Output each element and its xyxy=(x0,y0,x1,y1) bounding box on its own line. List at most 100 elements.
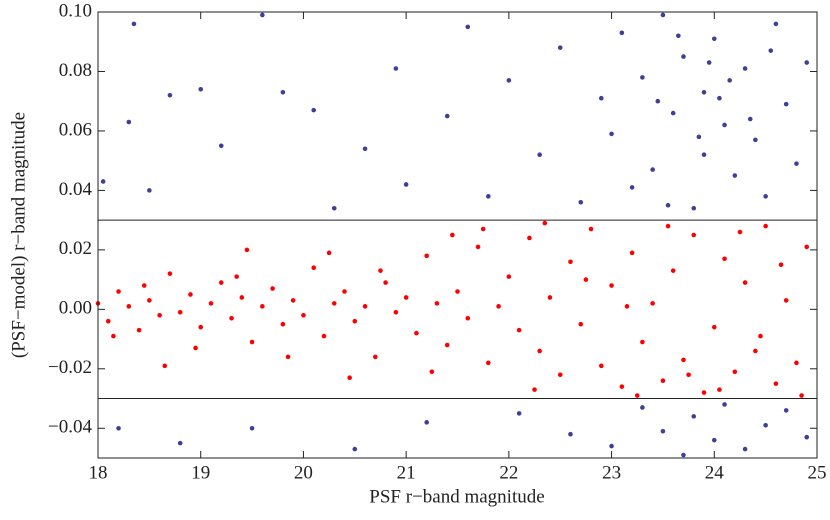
point xyxy=(727,78,732,83)
y-tick-label: 0.02 xyxy=(59,238,92,259)
point xyxy=(111,333,116,339)
x-tick-label: 21 xyxy=(397,462,416,483)
point xyxy=(568,431,573,437)
point xyxy=(737,229,743,235)
point xyxy=(660,12,666,18)
point xyxy=(506,78,512,83)
point xyxy=(634,393,640,398)
point xyxy=(527,235,532,241)
x-tick-label: 18 xyxy=(89,462,108,483)
point xyxy=(147,298,152,303)
point xyxy=(450,232,455,238)
point xyxy=(578,199,584,205)
y-tick-label: 0.00 xyxy=(59,298,92,319)
point xyxy=(280,89,286,95)
point xyxy=(804,244,810,250)
point xyxy=(691,232,697,238)
point xyxy=(147,188,152,193)
point xyxy=(650,301,655,306)
y-tick-label: −0.04 xyxy=(48,417,92,438)
point xyxy=(162,363,168,369)
point xyxy=(444,113,450,119)
point xyxy=(249,339,255,345)
point xyxy=(383,280,388,285)
point xyxy=(794,360,799,366)
point xyxy=(742,66,748,71)
x-tick-label: 20 xyxy=(294,462,313,483)
point xyxy=(362,146,368,152)
point xyxy=(208,301,214,306)
point xyxy=(475,244,481,250)
point xyxy=(100,179,106,184)
point xyxy=(141,283,147,288)
point xyxy=(218,143,224,149)
point xyxy=(583,277,589,282)
point xyxy=(640,75,645,80)
point xyxy=(701,390,707,395)
x-tick-label: 22 xyxy=(499,462,518,483)
x-tick-label: 19 xyxy=(191,462,210,483)
point xyxy=(732,369,738,375)
point xyxy=(414,330,419,336)
point xyxy=(537,152,542,158)
point xyxy=(660,428,666,434)
point xyxy=(532,387,537,392)
point xyxy=(444,342,450,348)
point xyxy=(701,89,707,95)
point xyxy=(665,202,671,208)
point xyxy=(249,425,255,431)
point xyxy=(773,381,779,386)
point xyxy=(676,33,681,39)
y-tick-label: 0.04 xyxy=(59,179,93,200)
point xyxy=(373,354,378,360)
point xyxy=(717,387,722,392)
point xyxy=(229,315,234,321)
point xyxy=(157,312,162,318)
point xyxy=(496,304,501,309)
y-axis-label: (PSF−model) r−band magnitude xyxy=(8,112,29,358)
point xyxy=(193,345,198,351)
point xyxy=(403,295,409,300)
point xyxy=(768,48,774,53)
point xyxy=(629,250,635,256)
point xyxy=(116,425,121,431)
point xyxy=(290,298,296,303)
point xyxy=(177,310,183,315)
point xyxy=(794,161,799,166)
point xyxy=(665,223,671,229)
point xyxy=(326,250,332,256)
point xyxy=(126,119,132,125)
point xyxy=(609,443,614,449)
point xyxy=(778,262,784,268)
point xyxy=(429,369,435,375)
point xyxy=(352,318,358,324)
point xyxy=(126,304,132,309)
point xyxy=(465,315,471,321)
point xyxy=(167,271,173,276)
point xyxy=(486,360,491,366)
point xyxy=(116,289,121,294)
point xyxy=(783,101,789,107)
point xyxy=(378,268,383,273)
point xyxy=(753,137,758,143)
point xyxy=(686,372,691,378)
point xyxy=(244,247,250,253)
x-tick-label: 24 xyxy=(705,462,725,483)
point xyxy=(311,107,317,113)
point xyxy=(234,274,239,279)
point xyxy=(167,92,173,98)
point xyxy=(434,301,440,306)
point xyxy=(742,280,748,285)
point xyxy=(681,357,686,363)
point xyxy=(722,402,727,407)
plot-frame xyxy=(97,11,818,459)
point xyxy=(711,437,717,443)
point xyxy=(773,21,779,27)
point xyxy=(629,185,635,190)
point xyxy=(347,375,352,381)
point xyxy=(285,354,291,360)
point xyxy=(706,60,712,65)
point xyxy=(537,348,542,354)
point xyxy=(516,411,522,416)
